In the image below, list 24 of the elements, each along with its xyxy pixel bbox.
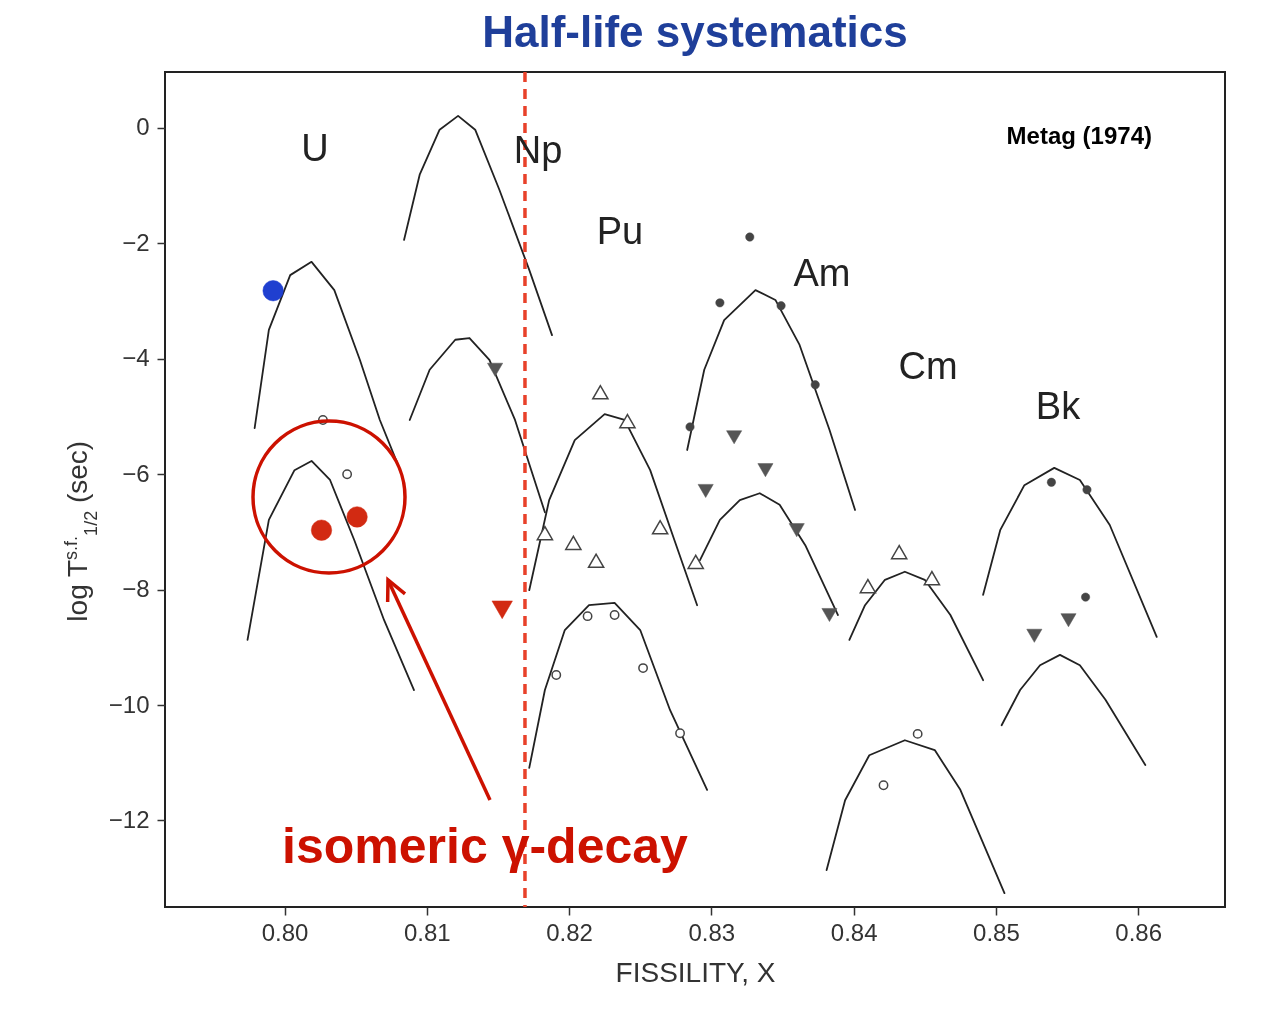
x-tick-label: 0.83 [688,918,736,946]
y-tick-label: −12 [108,805,150,833]
annotation: Bk [1035,385,1082,427]
x-axis-title: FISSILITY, X [615,956,776,988]
annotation: Np [513,129,563,171]
x-tick-label: 0.82 [546,918,593,946]
annotation: Pu [596,210,644,252]
annotation: Am [793,252,851,294]
annotation: isomeric γ-decay [282,818,689,874]
annotation: U [301,127,329,169]
annotation: Metag (1974) [1006,122,1152,149]
y-tick-label: −6 [122,459,150,487]
y-tick-label: 0 [136,113,150,141]
chart-title: Half-life systematics [482,7,908,57]
x-tick-label: 0.80 [261,918,309,946]
x-tick-label: 0.84 [830,918,878,946]
x-tick-label: 0.86 [1115,918,1163,946]
y-tick-label: −2 [122,228,150,256]
y-tick-label: −8 [122,575,150,603]
y-tick-label: −4 [122,344,150,372]
x-tick-label: 0.85 [973,918,1020,946]
annotation: Cm [898,345,958,387]
y-tick-label: −10 [108,690,150,718]
x-tick-label: 0.81 [403,918,451,946]
